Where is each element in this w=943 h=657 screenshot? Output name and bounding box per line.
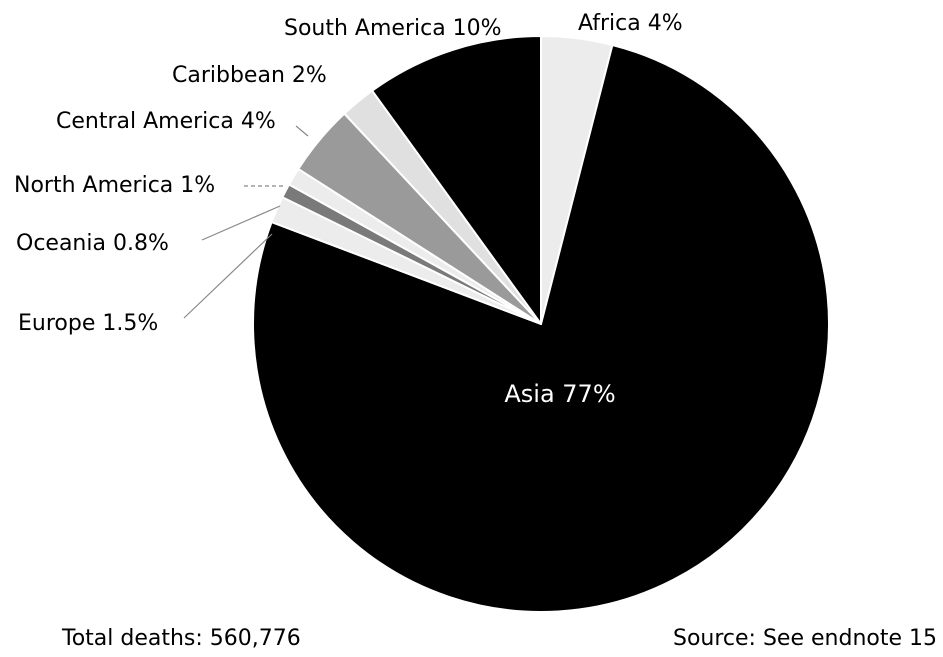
slice-label-asia: Asia 77% bbox=[504, 380, 615, 408]
pie-slice-asia bbox=[252, 43, 830, 613]
slice-label-caribbean: Caribbean 2% bbox=[172, 63, 327, 88]
slice-label-europe: Europe 1.5% bbox=[18, 311, 158, 336]
slice-labels: Africa 4% Asia 77% Europe 1.5% Oceania 0.8%… bbox=[14, 11, 683, 408]
pie-slices bbox=[252, 35, 830, 613]
leader-lines bbox=[183, 125, 309, 319]
slice-label-central-america: Central America 4% bbox=[56, 109, 276, 134]
slice-label-africa: Africa 4% bbox=[578, 11, 683, 36]
leader-line-oceania bbox=[201, 205, 281, 241]
total-deaths-label: Total deaths: 560,776 bbox=[62, 626, 301, 651]
source-note: Source: See endnote 15 bbox=[673, 626, 937, 651]
slice-label-north-america: North America 1% bbox=[14, 173, 215, 198]
pie-slice-south-america bbox=[371, 35, 542, 325]
leader-line-europe bbox=[183, 233, 273, 319]
slice-label-south-america: South America 10% bbox=[284, 16, 502, 41]
leader-line-central-america bbox=[295, 125, 309, 137]
slice-label-oceania: Oceania 0.8% bbox=[16, 231, 169, 256]
